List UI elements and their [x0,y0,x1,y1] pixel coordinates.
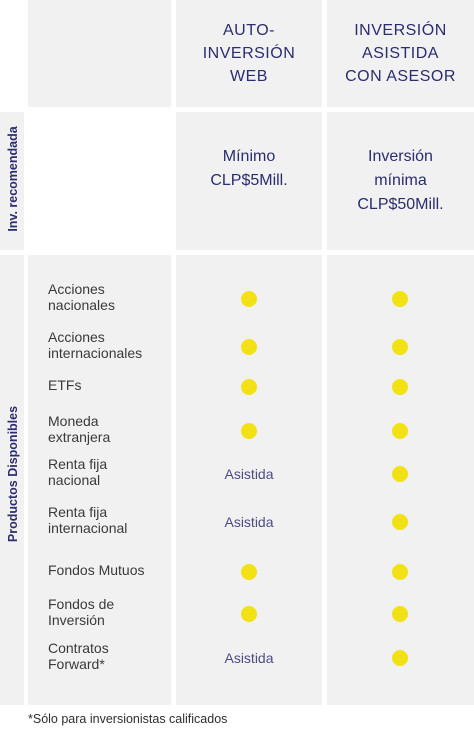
availability-dot-web [241,339,257,355]
section-label-recommended: Inv. recomendada [6,126,20,232]
row-divider [176,250,474,255]
product-label: Acciones nacionales [48,281,115,313]
product-label: Renta fija internacional [48,504,128,536]
product-label: Fondos de Inversión [48,596,115,628]
minimum-asesor: Inversión mínima CLP$50Mill. [357,148,444,213]
minimum-web: Mínimo CLP$5Mill. [210,148,288,189]
section-recommended-strip [0,112,24,250]
footnote: *Sólo para inversionistas calificados [28,712,228,726]
product-label: ETFs [48,377,82,393]
availability-dot-asesor [392,650,408,666]
availability-dot-asesor [392,466,408,482]
availability-dot-asesor [392,606,408,622]
availability-text-web: Asistida [224,466,274,482]
section-products-strip [0,255,24,705]
availability-dot-asesor [392,339,408,355]
product-label: Moneda extranjera [48,413,111,445]
column-header-web: AUTO- INVERSIÓN WEB [176,0,322,107]
availability-dot-web [241,606,257,622]
header-empty-panel [28,0,171,107]
availability-dot-web [241,291,257,307]
availability-dot-asesor [392,514,408,530]
product-label: Fondos Mutuos [48,562,145,578]
availability-dot-asesor [392,564,408,580]
column-header-asesor: INVERSIÓN ASISTIDA CON ASESOR [327,0,474,107]
product-label: Acciones internacionales [48,329,143,361]
availability-dot-asesor [392,423,408,439]
availability-dot-asesor [392,291,408,307]
section-label-products: Productos Disponibles [6,405,20,543]
availability-text-web: Asistida [224,514,274,530]
availability-dot-asesor [392,379,408,395]
availability-dot-web [241,564,257,580]
availability-dot-web [241,423,257,439]
product-label: Renta fija nacional [48,456,108,488]
product-label: Contratos Forward* [48,640,109,672]
availability-text-web: Asistida [224,650,274,666]
availability-dot-web [241,379,257,395]
products-label-panel [28,255,171,705]
